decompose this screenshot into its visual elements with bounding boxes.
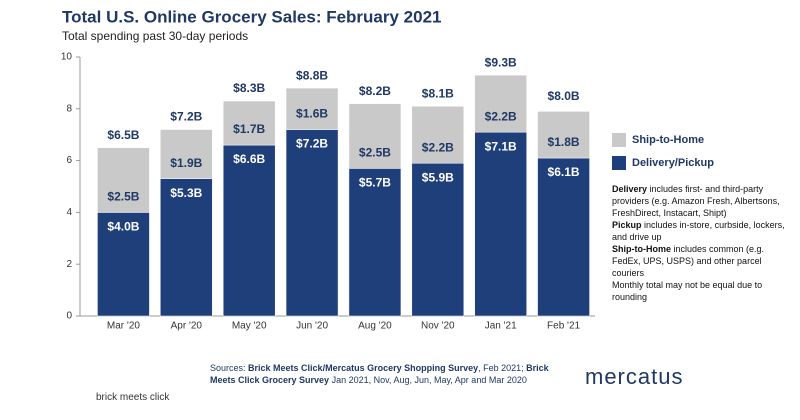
bar-segment — [411, 105, 465, 164]
x-tick-label: Mar '20 — [107, 321, 140, 332]
bar-segment — [285, 129, 339, 317]
total-label: $9.3B — [485, 55, 517, 69]
note-term: Ship-to-Home — [612, 244, 671, 254]
note-text: includes first- and third-party provider… — [612, 184, 780, 218]
y-tick-label: 0 — [66, 311, 72, 322]
value-label: $1.8B — [548, 135, 580, 149]
legend-label: Delivery/Pickup — [632, 157, 714, 169]
y-tick-label: 8 — [66, 103, 72, 114]
bar-segment — [411, 162, 465, 317]
value-label: $7.1B — [485, 139, 517, 153]
source-text: Brick Meets Click Grocery Survey — [210, 363, 549, 385]
logo-brick-meets-click: brick meets click — [96, 392, 170, 403]
source-text: Sources: — [210, 363, 249, 373]
bar-segment — [160, 178, 213, 317]
note: Delivery includes first- and third-party… — [612, 183, 792, 219]
legend-swatch — [612, 156, 626, 170]
note: Ship-to-Home includes common (e.g. FedEx… — [612, 243, 792, 279]
total-label: $8.8B — [296, 68, 328, 82]
bar-segment — [222, 144, 276, 317]
x-tick-label: Nov '20 — [421, 321, 455, 332]
y-tick-label: 2 — [66, 259, 72, 270]
y-tick-label: 6 — [66, 155, 72, 166]
chart-title: Total U.S. Online Grocery Sales: Februar… — [62, 7, 442, 26]
source-text: Brick Meets Click/Mercatus Grocery Shopp… — [248, 363, 479, 373]
bar-segment — [348, 168, 402, 317]
x-tick-label: Feb '21 — [547, 321, 580, 332]
total-label: $8.3B — [233, 81, 265, 95]
note-text: includes common (e.g. FedEx, UPS, USPS) … — [612, 244, 765, 278]
total-label: $8.2B — [359, 84, 391, 98]
note-term: Delivery — [612, 184, 648, 194]
note-term: Pickup — [612, 220, 642, 230]
value-label: $6.1B — [548, 165, 580, 179]
value-label: $2.5B — [359, 146, 391, 160]
bar-segment — [537, 111, 590, 159]
chart-subtitle: Total spending past 30-day periods — [62, 29, 248, 43]
note-text: includes in-store, curbside, lockers, an… — [612, 220, 785, 242]
y-tick-label: 4 — [66, 207, 72, 218]
total-label: $6.5B — [107, 128, 139, 142]
bar-segment — [97, 147, 150, 213]
value-label: $4.0B — [107, 220, 139, 234]
value-label: $2.5B — [107, 190, 139, 204]
value-label: $1.7B — [233, 122, 265, 136]
source-text: , Feb 2021; — [478, 363, 527, 373]
logo-mercatus: mercatus — [585, 364, 684, 389]
value-label: $5.9B — [422, 170, 454, 184]
x-tick-label: Jun '20 — [296, 321, 328, 332]
value-label: $2.2B — [485, 109, 517, 123]
value-label: $6.6B — [233, 152, 265, 166]
notes: Delivery includes first- and third-party… — [612, 183, 792, 303]
footnote: Monthly total may not be equal due to ro… — [612, 280, 763, 302]
x-tick-label: Jan '21 — [485, 321, 517, 332]
source-text: Jan 2021, Nov, Aug, Jun, May, Apr and Ma… — [329, 375, 527, 385]
value-label: $1.9B — [170, 156, 202, 170]
value-label: $5.3B — [170, 186, 202, 200]
bar-segment — [285, 87, 339, 130]
sources: Sources: Brick Meets Click/Mercatus Groc… — [210, 362, 550, 386]
bar-segment — [474, 131, 527, 317]
total-label: $7.2B — [170, 110, 202, 124]
value-label: $1.6B — [296, 107, 328, 121]
value-label: $5.7B — [359, 176, 391, 190]
note: Pickup includes in-store, curbside, lock… — [612, 219, 792, 243]
legend-swatch — [612, 133, 626, 147]
value-label: $7.2B — [296, 137, 328, 151]
y-tick-label: 10 — [61, 52, 73, 63]
x-tick-label: Apr '20 — [171, 321, 203, 332]
x-tick-label: May '20 — [232, 321, 267, 332]
bar-segment — [474, 74, 527, 133]
x-tick-label: Aug '20 — [358, 321, 392, 332]
total-label: $8.1B — [422, 86, 454, 100]
bar-segment — [537, 157, 590, 317]
bar-segment — [222, 100, 276, 146]
value-label: $2.2B — [422, 140, 454, 154]
total-label: $8.0B — [548, 89, 580, 103]
bar-segment — [160, 129, 213, 179]
bar-segment — [348, 103, 402, 169]
legend-label: Ship-to-Home — [632, 134, 704, 146]
